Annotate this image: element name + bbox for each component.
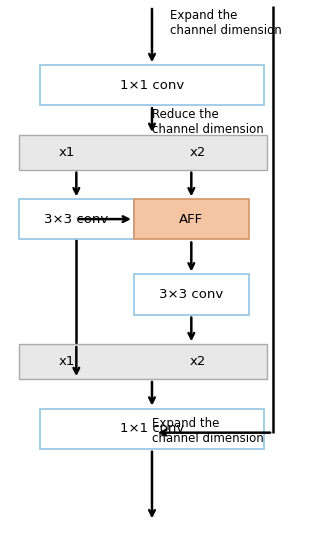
Text: Expand the
channel dimension: Expand the channel dimension (152, 416, 264, 444)
Text: Expand the
channel dimension: Expand the channel dimension (170, 9, 282, 37)
Text: Reduce the
channel dimension: Reduce the channel dimension (152, 108, 264, 136)
FancyBboxPatch shape (19, 199, 134, 239)
FancyBboxPatch shape (19, 344, 267, 379)
FancyBboxPatch shape (40, 65, 264, 105)
FancyBboxPatch shape (134, 274, 249, 315)
Text: 3×3 conv: 3×3 conv (159, 288, 224, 301)
Text: 3×3 conv: 3×3 conv (44, 213, 108, 226)
FancyBboxPatch shape (40, 408, 264, 449)
Text: x2: x2 (189, 145, 206, 159)
Text: 1×1 conv: 1×1 conv (120, 422, 184, 435)
Text: x2: x2 (189, 355, 206, 368)
Text: x1: x1 (59, 355, 75, 368)
Text: AFF: AFF (179, 213, 203, 226)
Text: 1×1 conv: 1×1 conv (120, 79, 184, 91)
FancyBboxPatch shape (134, 199, 249, 239)
FancyBboxPatch shape (19, 135, 267, 169)
Text: x1: x1 (59, 145, 75, 159)
